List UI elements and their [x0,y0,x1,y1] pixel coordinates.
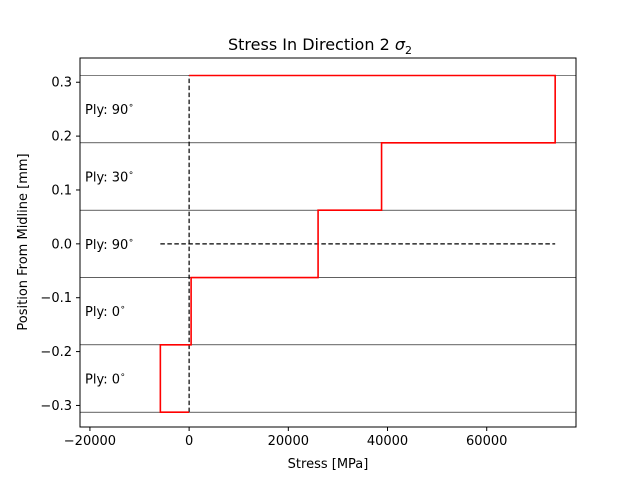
ply-labels: Ply: 0∘ Ply: 0∘ Ply: 90∘ Ply: 30∘ Ply: 90∘ [85,101,134,387]
chart-title-subscript: 2 [405,44,412,57]
x-tick-label: 0 [185,434,193,449]
degree-symbol: ∘ [128,236,134,246]
stress-series-line [159,74,556,413]
ply-label: Ply: 0∘ [85,371,126,388]
y-tick-label: 0.3 [51,76,72,91]
x-axis-ticks: −20000 0 20000 40000 60000 [64,427,507,449]
y-tick-label: −0.2 [40,345,72,360]
reference-lines [160,75,556,413]
ply-label: Ply: 90∘ [85,236,134,253]
ply-label: Ply: 30∘ [85,169,134,186]
chart-title-symbol: σ [395,35,406,54]
series-layer [159,74,556,413]
y-tick-label: −0.3 [40,399,72,414]
chart-title: Stress In Direction 2 σ2 [228,35,412,57]
chart-title-text: Stress In Direction 2 [228,35,395,54]
y-axis-ticks: −0.3 −0.2 −0.1 0.0 0.1 0.2 0.3 [40,76,80,414]
ply-boundary-lines [80,75,576,413]
y-tick-label: 0.1 [51,183,72,198]
x-tick-label: 20000 [268,434,309,449]
y-tick-label: −0.1 [40,291,72,306]
x-tick-label: −20000 [64,434,116,449]
x-tick-label: 60000 [466,434,507,449]
degree-symbol: ∘ [128,169,134,179]
y-tick-label: 0.0 [51,237,72,252]
plot-frame [79,57,577,428]
x-axis-label: Stress [MPa] [288,457,369,472]
y-axis-label: Position From Midline [mm] [16,153,31,330]
x-tick-label: 40000 [367,434,408,449]
ply-label: Ply: 90∘ [85,101,134,118]
degree-symbol: ∘ [120,303,126,313]
ply-label: Ply: 0∘ [85,303,126,320]
y-tick-label: 0.2 [51,130,72,145]
degree-symbol: ∘ [128,101,134,111]
degree-symbol: ∘ [120,371,126,381]
